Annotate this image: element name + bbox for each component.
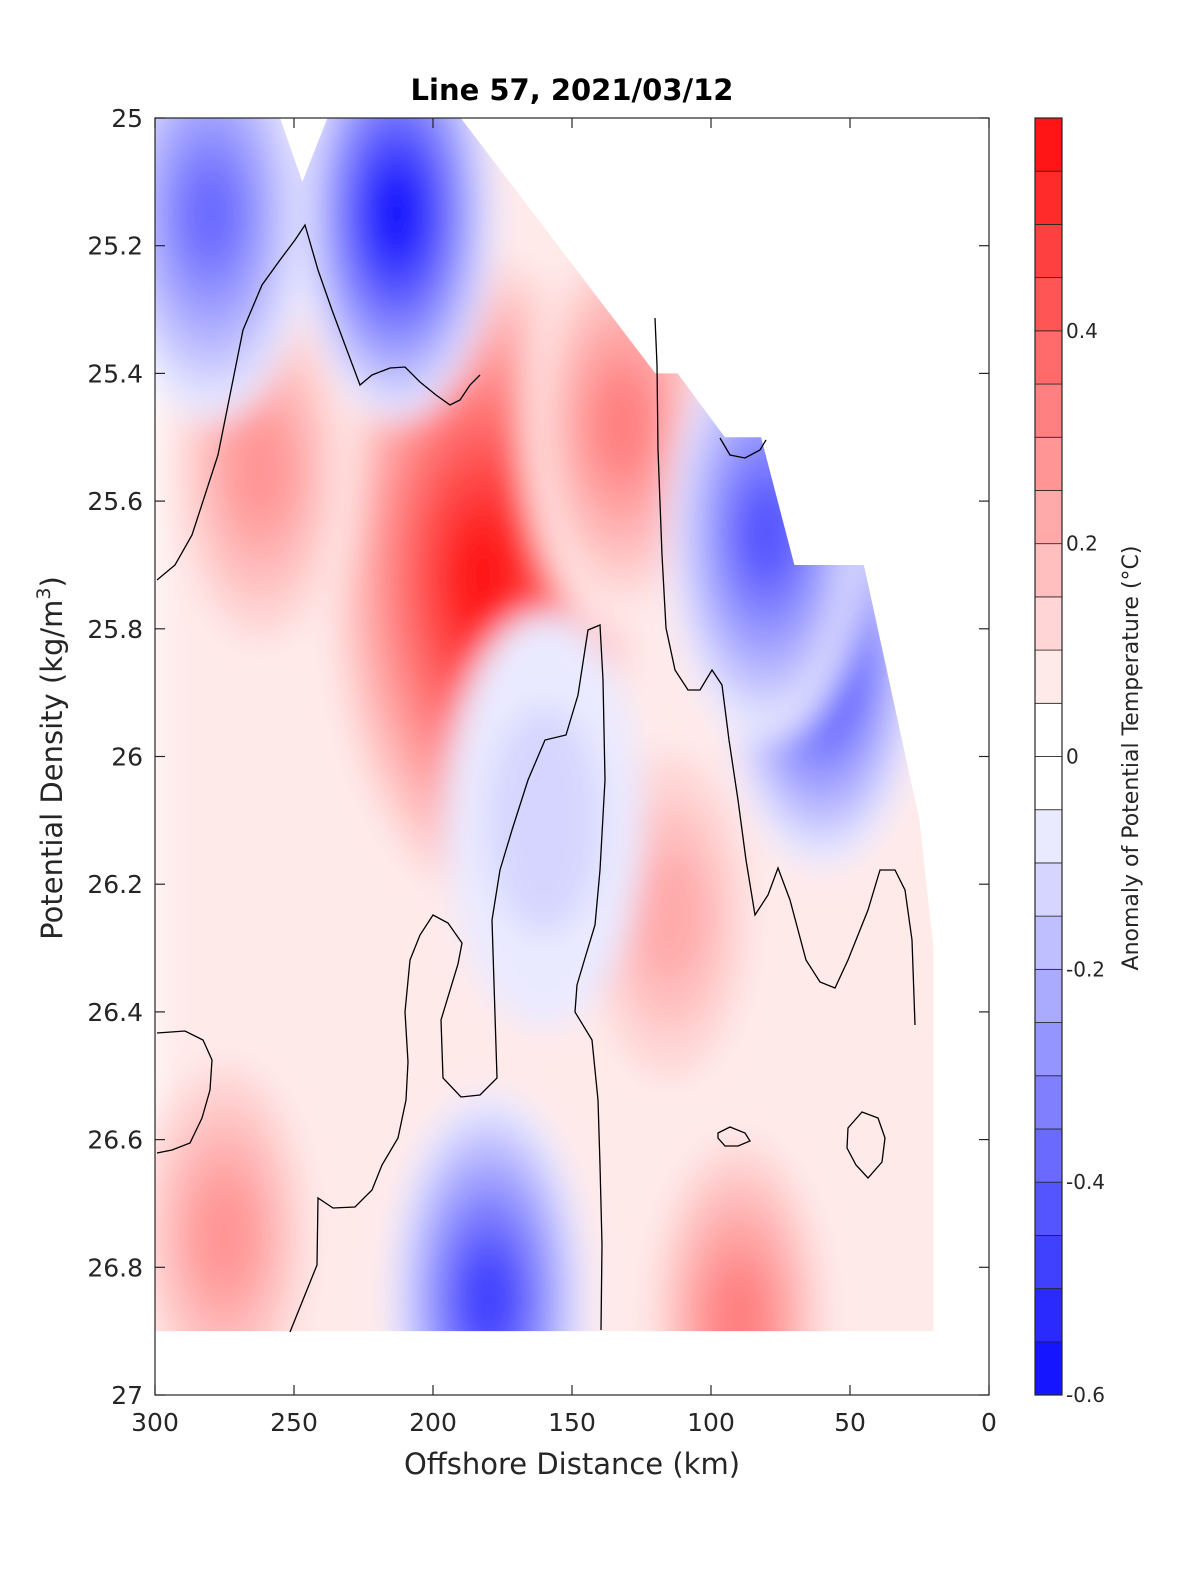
colorbar-level — [1034, 596, 1063, 651]
cold-anomaly-10 — [389, 1091, 588, 1332]
colorbar-level — [1034, 330, 1063, 385]
colorbar-level — [1034, 383, 1063, 438]
anomaly-level — [193, 1179, 256, 1292]
colorbar-level — [1034, 1341, 1063, 1396]
colorbar-level — [1034, 756, 1063, 811]
zero-contour-line — [156, 223, 481, 581]
zero-contour-line — [717, 1126, 751, 1147]
colorbar-level — [1034, 543, 1063, 598]
zero-contour-line — [654, 317, 916, 1026]
colorbar-tick-label: -0.2 — [1066, 957, 1105, 981]
anomaly-level — [741, 491, 792, 575]
colorbar-level — [1034, 809, 1063, 864]
zero-contour-line — [289, 624, 606, 1333]
colorbar-title: Anomaly of Potential Temperature (°C) — [1119, 546, 1144, 971]
colorbar-level — [1034, 1288, 1063, 1343]
colorbar-tick-label: 0.4 — [1066, 319, 1098, 343]
y-axis-title: Potential Density (kg/m3) — [33, 576, 69, 940]
anomaly-level — [465, 1260, 513, 1332]
anomaly-level — [455, 529, 511, 626]
colorbar-level — [1034, 968, 1063, 1023]
y-tick-label: 25.8 — [87, 615, 143, 644]
x-tick-label: 150 — [548, 1408, 596, 1437]
colorbar-level — [1034, 224, 1063, 279]
anomaly-level — [487, 707, 601, 934]
colorbar-level — [1034, 1128, 1063, 1183]
x-tick-label: 50 — [834, 1408, 866, 1437]
colorbar-level — [1034, 117, 1063, 172]
y-axis: 25 25.2 25.4 25.6 25.8 26 26.2 26.4 26.6 26.8 27 — [87, 104, 989, 1410]
y-tick-label: 26.2 — [87, 870, 143, 899]
anomaly-level — [710, 1268, 767, 1332]
zero-contour-line — [846, 1111, 886, 1179]
y-tick-label: 26 — [111, 743, 143, 772]
colorbar-level — [1034, 436, 1063, 491]
x-tick-label: 200 — [409, 1408, 457, 1437]
x-tick-label: 100 — [687, 1408, 735, 1437]
colorbar: 0.4 0.2 0 -0.2 -0.4 -0.6 — [1034, 117, 1105, 1407]
cold-anomaly-11 — [445, 612, 644, 1029]
colorbar-tick-label: 0.2 — [1066, 532, 1098, 556]
anomaly-level — [229, 413, 292, 526]
y-tick-label: 26.8 — [87, 1253, 143, 1282]
x-tick-label: 250 — [270, 1408, 318, 1437]
anomaly-level — [634, 850, 705, 982]
colorbar-level — [1034, 702, 1063, 757]
colorbar-tick-label: -0.6 — [1066, 1383, 1105, 1407]
colorbar-level — [1034, 1022, 1063, 1077]
colorbar-level — [1034, 490, 1063, 545]
y-tick-label: 25.4 — [87, 359, 143, 388]
warm-anomaly-3 — [155, 1027, 324, 1332]
colorbar-level — [1034, 862, 1063, 917]
y-tick-label: 25.6 — [87, 487, 143, 516]
colorbar-level — [1034, 915, 1063, 970]
warm-anomaly-4 — [639, 1110, 838, 1332]
zero-contour-line — [719, 437, 767, 459]
cold-anomaly-6 — [297, 118, 496, 422]
y-tick-label: 25.2 — [87, 232, 143, 261]
y-tick-label: 26.6 — [87, 1126, 143, 1155]
colorbar-level — [1034, 170, 1063, 225]
chart-title: Line 57, 2021/03/12 — [411, 73, 734, 107]
anomaly-level — [375, 178, 419, 250]
x-tick-label: 0 — [981, 1408, 997, 1437]
colorbar-level — [1034, 277, 1063, 332]
zero-contours — [156, 223, 916, 1333]
anomaly-level — [593, 374, 651, 475]
y-tick-label: 25 — [111, 104, 143, 133]
colorbar-level — [1034, 1181, 1063, 1236]
x-axis-title: Offshore Distance (km) — [404, 1447, 740, 1481]
colorbar-level — [1034, 1234, 1063, 1289]
colorbar-level — [1034, 649, 1063, 704]
colorbar-tick-label: 0 — [1066, 745, 1079, 769]
colorbar-tick-label: -0.4 — [1066, 1170, 1105, 1194]
colorbar-level — [1034, 1075, 1063, 1130]
x-axis: 300 250 200 150 100 50 0 — [131, 118, 997, 1437]
y-tick-label: 27 — [111, 1381, 143, 1410]
zero-contour-line — [156, 1030, 213, 1154]
y-tick-label: 26.4 — [87, 998, 143, 1027]
colorbar-frame — [1034, 117, 1063, 1396]
x-tick-label: 300 — [131, 1408, 179, 1437]
anomaly-level — [184, 168, 237, 259]
